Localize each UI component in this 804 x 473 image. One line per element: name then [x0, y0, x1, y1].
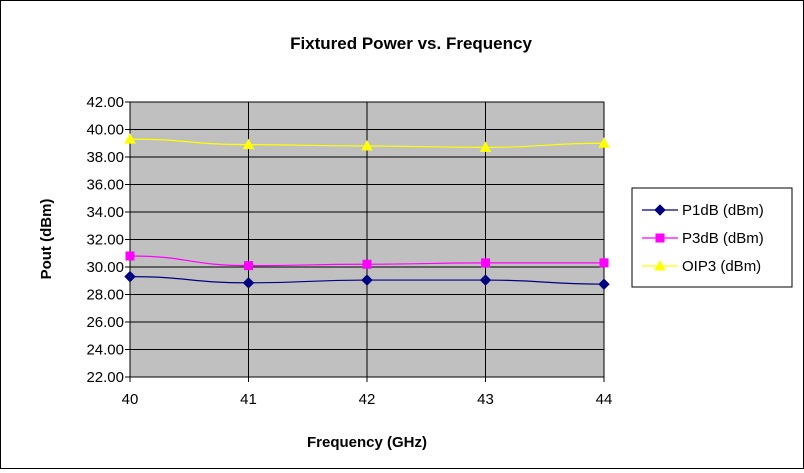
- data-point: [598, 278, 610, 290]
- x-axis-title: Frequency (GHz): [307, 434, 427, 451]
- legend-label: P3dB (dBm): [682, 230, 764, 247]
- y-tick-label: 28.00: [86, 287, 124, 304]
- series-triangle: [124, 133, 610, 152]
- y-tick-label: 34.00: [86, 204, 124, 221]
- data-point: [125, 251, 135, 261]
- series-diamond: [124, 270, 610, 290]
- y-axis-ticks: 22.00 24.00 26.00 28.00 30.00 32.00 34.00 36.00…: [86, 94, 130, 386]
- x-tick-label: 44: [596, 391, 613, 408]
- y-tick-label: 36.00: [86, 177, 124, 194]
- data-point: [479, 274, 492, 286]
- y-tick-label: 40.00: [86, 122, 124, 139]
- legend-marker: [654, 259, 666, 271]
- y-tick-label: 32.00: [86, 232, 124, 249]
- y-tick-label: 30.00: [86, 259, 124, 276]
- data-point: [124, 133, 136, 144]
- y-tick-label: 26.00: [86, 314, 124, 331]
- data-point: [361, 274, 373, 286]
- data-point: [242, 138, 255, 150]
- chart-title: Fixtured Power vs. Frequency: [290, 34, 532, 53]
- data-point: [481, 258, 490, 268]
- series-layer: [124, 133, 610, 290]
- legend-label: OIP3 (dBm): [682, 258, 761, 275]
- x-axis-ticks: 40 41 42 43 44: [122, 377, 613, 408]
- data-point: [598, 137, 610, 148]
- legend-label: P1dB (dBm): [682, 202, 764, 219]
- legend-marker: [654, 204, 666, 216]
- y-tick-label: 38.00: [86, 149, 124, 166]
- legend-marker: [655, 233, 665, 243]
- x-tick-label: 42: [359, 391, 376, 408]
- series-square: [125, 251, 609, 271]
- data-point: [599, 258, 609, 268]
- legend-item: P1dB (dBm): [642, 202, 764, 219]
- data-point: [479, 141, 492, 152]
- data-point: [242, 277, 255, 289]
- y-tick-label: 42.00: [86, 94, 124, 111]
- legend: P1dB (dBm) P3dB (dBm) OIP3 (dBm): [631, 187, 793, 288]
- data-point: [244, 261, 253, 271]
- data-point: [362, 259, 372, 269]
- legend-item: OIP3 (dBm): [642, 258, 761, 275]
- y-tick-label: 24.00: [86, 342, 124, 359]
- x-tick-label: 43: [477, 391, 494, 408]
- x-tick-label: 40: [122, 391, 139, 408]
- y-axis-title: Pout (dBm): [38, 199, 55, 280]
- data-point: [124, 270, 136, 283]
- data-point: [361, 139, 373, 151]
- x-tick-label: 41: [240, 391, 257, 408]
- legend-item: P3dB (dBm): [642, 230, 764, 247]
- y-tick-label: 22.00: [86, 369, 124, 386]
